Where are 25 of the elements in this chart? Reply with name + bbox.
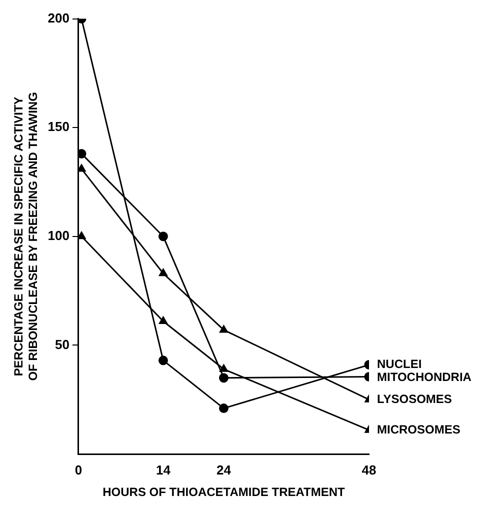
point (218, 373, 228, 383)
series-label: MICROSOMES (377, 422, 460, 436)
y-tick-label: 50 (55, 336, 70, 352)
x-axis-title: HOURS OF THIOACETAMIDE TREATMENT (102, 485, 346, 500)
point (159, 316, 168, 324)
y-axis-title: PERCENTAGE INCREASE IN SPECIFIC ACTIVITY OF RIBONUCLEASE BY FREEZING AND THAWING (12, 92, 40, 381)
point (220, 364, 228, 372)
point (159, 268, 168, 276)
y-tick-label: 150 (48, 119, 70, 134)
point (218, 404, 228, 414)
point (78, 232, 86, 240)
point (158, 232, 168, 242)
series-label: MITOCHONDRIA (377, 370, 472, 384)
point (158, 356, 168, 366)
x-tick-label: 48 (362, 462, 376, 478)
point (78, 164, 86, 172)
series-label: LYSOSOMES (377, 392, 452, 406)
series-label: NUCLEI (377, 357, 422, 372)
y-tick-label: 200 (48, 10, 70, 26)
point (220, 325, 228, 333)
x-tick-label: 14 (156, 462, 172, 478)
y-tick-label: 100 (48, 228, 70, 243)
point (78, 148, 86, 158)
x-tick-label: 0 (74, 462, 82, 478)
x-tick-label: 24 (216, 462, 232, 478)
